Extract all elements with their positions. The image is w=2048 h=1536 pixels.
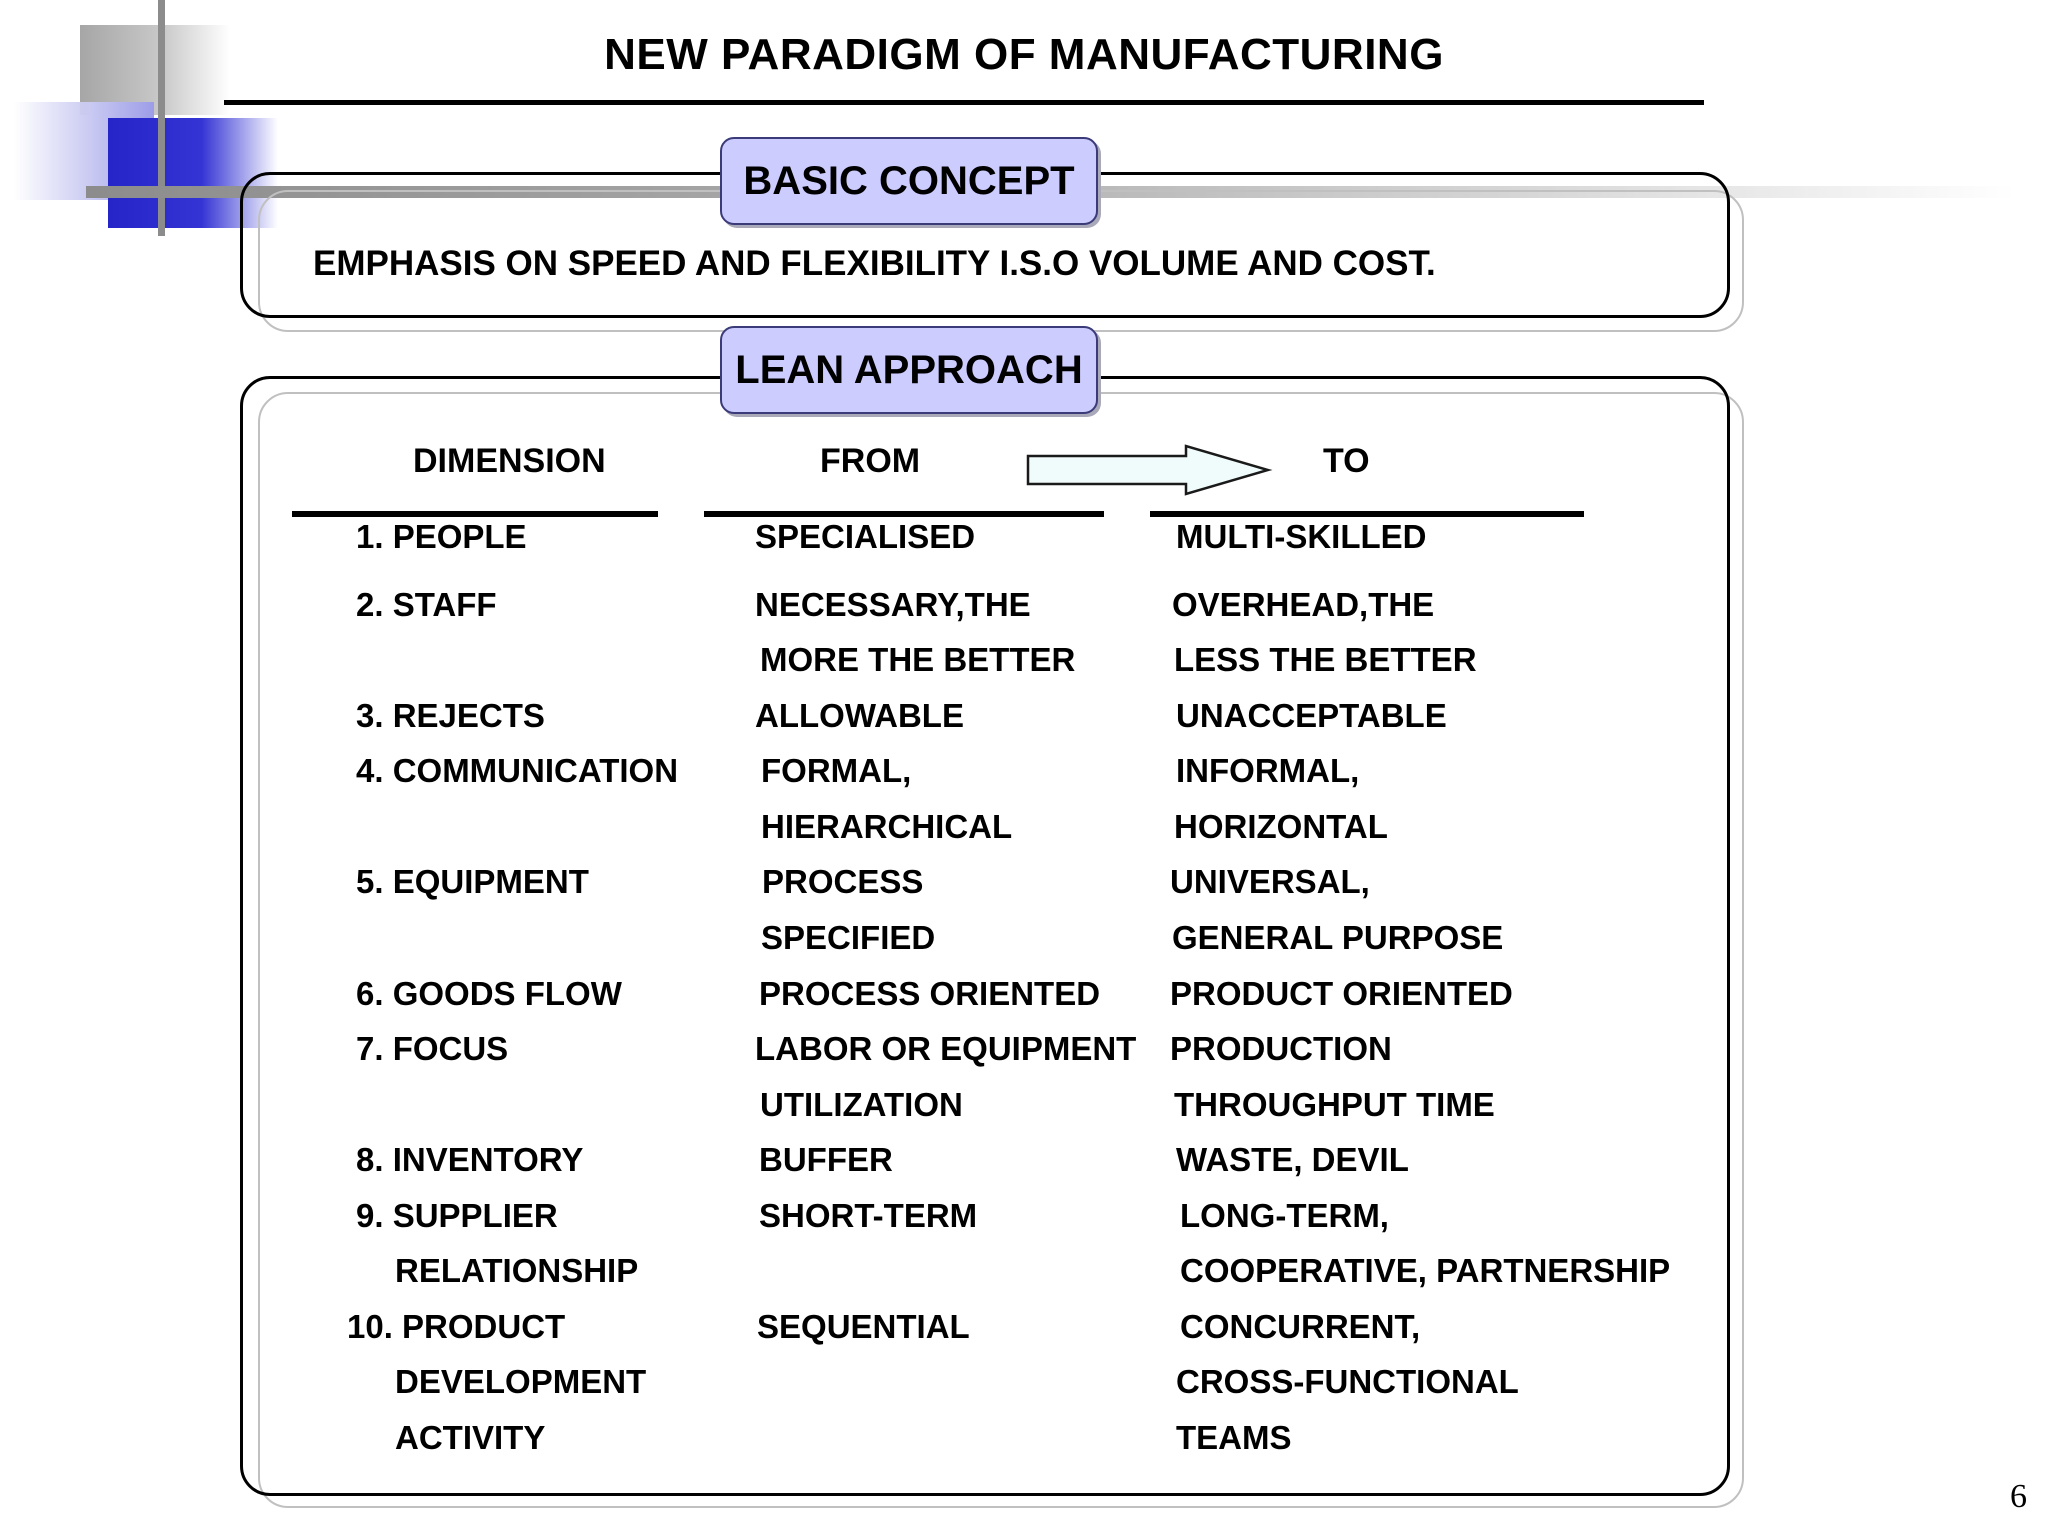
slide-title: NEW PARADIGM OF MANUFACTURING — [604, 30, 1444, 79]
right-arrow-icon — [1026, 444, 1273, 496]
from-product-development: SEQUENTIAL — [757, 1308, 970, 1345]
to-rejects: UNACCEPTABLE — [1176, 697, 1447, 734]
lean-approach-label: LEAN APPROACH — [720, 326, 1098, 414]
to-product-development-line-1: CONCURRENT, — [1180, 1308, 1421, 1345]
to-goods-flow: PRODUCT ORIENTED — [1170, 975, 1513, 1012]
to-supplier-line-2: COOPERATIVE, PARTNERSHIP — [1180, 1252, 1671, 1289]
page-number: 6 — [2010, 1478, 2027, 1515]
dimension-supplier-line-1: 9. SUPPLIER — [356, 1197, 558, 1234]
dimension-rejects: 3. REJECTS — [356, 697, 545, 734]
to-product-development-line-2: CROSS-FUNCTIONAL — [1176, 1363, 1519, 1400]
from-equipment-line-2: SPECIFIED — [761, 919, 936, 956]
to-equipment-line-1: UNIVERSAL, — [1170, 863, 1370, 900]
from-people: SPECIALISED — [755, 518, 976, 555]
decorative-gray-block — [80, 25, 230, 115]
to-supplier-line-1: LONG-TERM, — [1180, 1197, 1389, 1234]
dimension-people: 1. PEOPLE — [356, 518, 527, 555]
decorative-blue-block — [108, 118, 278, 228]
to-product-development-line-3: TEAMS — [1176, 1419, 1292, 1456]
dimension-underline — [292, 511, 658, 517]
dimension-focus: 7. FOCUS — [356, 1030, 509, 1067]
to-communication-line-2: HORIZONTAL — [1174, 808, 1388, 845]
dimension-communication: 4. COMMUNICATION — [356, 752, 679, 789]
dimension-product-development-line-1: 10. PRODUCT — [347, 1308, 566, 1345]
basic-concept-label: BASIC CONCEPT — [720, 137, 1098, 225]
from-focus-line-1: LABOR OR EQUIPMENT — [755, 1030, 1137, 1067]
decorative-vertical-line — [158, 0, 165, 236]
to-staff-line-2: LESS THE BETTER — [1174, 641, 1477, 678]
to-focus-line-1: PRODUCTION — [1170, 1030, 1392, 1067]
dimension-equipment: 5. EQUIPMENT — [356, 863, 589, 900]
to-focus-line-2: THROUGHPUT TIME — [1174, 1086, 1495, 1123]
from-rejects: ALLOWABLE — [755, 697, 964, 734]
from-staff-line-1: NECESSARY,THE — [755, 586, 1031, 623]
to-people: MULTI-SKILLED — [1176, 518, 1427, 555]
header-to: TO — [1323, 442, 1370, 480]
dimension-staff: 2. STAFF — [356, 586, 497, 623]
from-communication-line-1: FORMAL, — [761, 752, 912, 789]
from-staff-line-2: MORE THE BETTER — [760, 641, 1076, 678]
from-communication-line-2: HIERARCHICAL — [761, 808, 1013, 845]
header-dimension: DIMENSION — [413, 442, 606, 480]
dimension-supplier-line-2: RELATIONSHIP — [395, 1252, 639, 1289]
dimension-product-development-line-2: DEVELOPMENT — [395, 1363, 647, 1400]
from-supplier: SHORT-TERM — [759, 1197, 978, 1234]
dimension-inventory: 8. INVENTORY — [356, 1141, 584, 1178]
from-focus-line-2: UTILIZATION — [760, 1086, 963, 1123]
dimension-goods-flow: 6. GOODS FLOW — [356, 975, 622, 1012]
title-underline — [224, 100, 1704, 105]
header-from: FROM — [820, 442, 921, 480]
from-inventory: BUFFER — [759, 1141, 893, 1178]
from-underline — [704, 511, 1104, 517]
dimension-product-development-line-3: ACTIVITY — [395, 1419, 546, 1456]
from-goods-flow: PROCESS ORIENTED — [759, 975, 1101, 1012]
basic-concept-text: EMPHASIS ON SPEED AND FLEXIBILITY I.S.O … — [313, 244, 1436, 283]
to-equipment-line-2: GENERAL PURPOSE — [1172, 919, 1504, 956]
to-inventory: WASTE, DEVIL — [1176, 1141, 1409, 1178]
to-communication-line-1: INFORMAL, — [1176, 752, 1360, 789]
to-underline — [1150, 511, 1584, 517]
to-staff-line-1: OVERHEAD,THE — [1172, 586, 1435, 623]
from-equipment-line-1: PROCESS — [762, 863, 924, 900]
